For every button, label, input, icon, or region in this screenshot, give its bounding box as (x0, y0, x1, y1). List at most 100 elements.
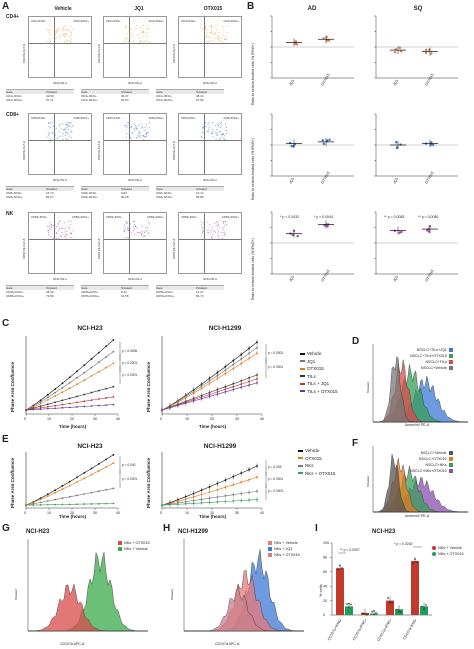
gate-name: CD4+IFNG- (81, 94, 97, 98)
f-xlabel: AnnexinV PE-A (405, 514, 430, 518)
gate-name: CD8+IFNG+ (156, 195, 173, 199)
legend-swatch (448, 469, 453, 474)
event-dot (61, 30, 63, 32)
legend-swatch (268, 553, 272, 557)
event-dot (222, 42, 224, 44)
event-dot (48, 225, 50, 228)
data-point (290, 144, 293, 148)
x-category-label: JQ1 (392, 79, 399, 87)
legend-item: NKs + OTX015 (268, 552, 300, 558)
event-dot (125, 38, 127, 40)
histogram-g (27, 539, 148, 632)
event-dot (61, 227, 63, 229)
event-dot (51, 121, 53, 124)
event-dot (64, 228, 66, 230)
event-dot (69, 40, 71, 42)
event-dot (129, 31, 131, 33)
legend-swatch (448, 463, 453, 468)
quadrant-label: CD4+IFNG+ (148, 19, 164, 23)
event-dot (147, 28, 149, 30)
event-dot (62, 28, 64, 30)
x-category-label: JQ1 (288, 79, 295, 87)
event-dot (149, 42, 151, 44)
event-dot (70, 36, 72, 38)
legend-label: NSCLC+OTX015 (418, 457, 447, 461)
event-dot (222, 226, 224, 228)
event-dot (133, 40, 135, 42)
event-dot (215, 224, 217, 226)
x-tick-label: 0 (160, 511, 162, 515)
gate-name: CD8+IFNG- (6, 191, 22, 195)
y-tick-label: 100 (323, 541, 329, 545)
e-xlabel-right: Time (hours) (199, 514, 227, 519)
event-dot (71, 232, 73, 234)
x-category-label: JQ1 (392, 275, 399, 283)
event-dot (48, 31, 50, 33)
event-dot (63, 34, 65, 36)
event-dot (217, 34, 219, 36)
data-point (289, 141, 292, 145)
event-dot (47, 29, 50, 31)
event-dot (123, 229, 125, 231)
event-dot (126, 36, 128, 38)
gate-table-header: Gate %Gated (156, 187, 224, 191)
legend-marker (300, 390, 305, 393)
x-tick-label: 40 (116, 511, 120, 515)
event-dot (126, 126, 128, 129)
event-dot (126, 236, 128, 239)
panel-label-i: I (315, 523, 318, 534)
d-xlabel: AnnexinV PE-A (405, 423, 430, 427)
legend-item: Vehicle (300, 350, 338, 358)
event-dot (218, 237, 220, 239)
c-ylabel-right: Phase Area Confluence (146, 361, 151, 412)
flow-plot: CD8+IFNG- CD8+IFNG+ CD8 PE-Cy7-A IFNG PE-A (22, 113, 92, 182)
event-dot (203, 235, 206, 238)
panel-label-d: D (352, 336, 360, 347)
p-value: p = 0.0006 (122, 349, 137, 353)
legend-item: NSCLC+TILs+JQ1 (410, 347, 453, 353)
data-point (429, 143, 433, 146)
gate-table: Gate %Gated CD4+IFNG- 42.89 CD4+IFNG+ 57.11 (6, 89, 74, 102)
event-dot (217, 125, 219, 127)
curve-point (25, 504, 27, 507)
gate-table-header: Gate %Gated (81, 286, 149, 290)
event-dot (71, 122, 73, 124)
legend-item: NKs + OTX015 (298, 470, 335, 478)
data-point (348, 602, 350, 605)
gated-col-header: %Gated (46, 187, 57, 191)
legend-swatch (118, 541, 122, 545)
legend-swatch (448, 360, 453, 365)
quadrant-label: CD8+IFNG+ (148, 116, 164, 120)
event-dot (210, 132, 213, 134)
event-dot (70, 38, 72, 41)
event-dot (64, 132, 67, 134)
data-point (399, 143, 402, 146)
event-dot (205, 26, 207, 28)
gate-vline (53, 114, 55, 174)
event-dot (72, 230, 74, 232)
event-dot (65, 237, 67, 239)
event-dot (67, 132, 69, 134)
flow-ylabel: CD8 PE-Cy7-A (172, 141, 176, 160)
event-dot (66, 230, 68, 232)
event-dot (55, 233, 57, 235)
gated-col-header: %Gated (121, 187, 132, 191)
i-ylabel: % cells (318, 584, 323, 597)
event-dot (206, 131, 208, 133)
event-dot (59, 123, 61, 125)
event-dot (209, 229, 211, 231)
legend-label: TILs + OTX015 (307, 388, 338, 394)
gate-table-row: CD56+IFNG+ 91.58 (81, 294, 149, 298)
growth-curve (25, 462, 114, 506)
event-dots (123, 220, 150, 239)
event-dot (61, 232, 63, 234)
gate-table-header: Gate %Gated (6, 90, 74, 94)
event-dot (67, 129, 69, 131)
event-dot (129, 223, 131, 225)
quadrant-label: CD56+IFNG- (31, 215, 48, 219)
legend-item: NKs + Vehicle (432, 545, 464, 551)
event-dot (209, 31, 211, 33)
data-point (341, 567, 343, 569)
event-dot (223, 235, 225, 237)
flow-ylabel: CD56 PE-Cy7-A (172, 238, 176, 259)
